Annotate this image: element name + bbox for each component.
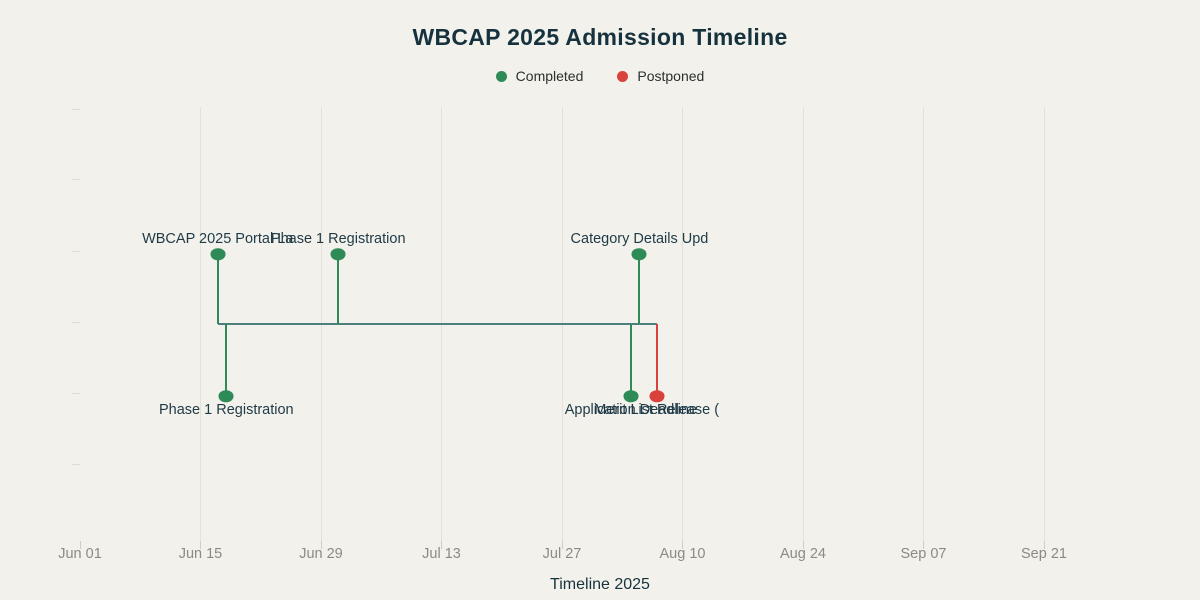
event-stem xyxy=(216,254,219,324)
event-stem xyxy=(638,254,641,324)
y-tick-mark xyxy=(72,251,80,252)
x-tick-label: Jun 01 xyxy=(58,546,102,562)
y-tick-mark xyxy=(72,393,80,394)
x-tick-mark xyxy=(320,541,322,549)
x-tick-label: Jun 15 xyxy=(178,546,223,562)
timeline-connector-line xyxy=(217,323,657,325)
event-marker-completed[interactable] xyxy=(623,390,639,402)
event-marker-postponed[interactable] xyxy=(649,390,665,402)
event-label: Merit List Release ( xyxy=(594,402,720,418)
event-label: Phase 1 Registration xyxy=(159,402,294,418)
x-gridline xyxy=(923,107,925,541)
y-tick-mark xyxy=(72,179,80,180)
event-label: WBCAP 2025 Portal La xyxy=(142,231,294,247)
postponed-marker-icon xyxy=(617,70,629,82)
x-tick-mark xyxy=(802,541,804,549)
event-stem xyxy=(655,324,658,396)
x-tick-mark xyxy=(1043,541,1045,549)
y-tick-mark xyxy=(72,322,80,323)
event-marker-completed[interactable] xyxy=(210,248,226,260)
x-tick-label: Jul 13 xyxy=(422,546,461,562)
event-stem xyxy=(225,324,228,396)
x-gridline xyxy=(682,107,684,541)
x-tick-mark xyxy=(200,541,202,549)
event-marker-completed[interactable] xyxy=(631,248,647,260)
event-stem xyxy=(337,254,340,324)
x-tick-mark xyxy=(682,541,684,549)
legend: Completed Postponed xyxy=(0,68,1200,84)
completed-marker-icon xyxy=(495,70,507,82)
x-axis-title: Timeline 2025 xyxy=(550,576,650,593)
y-tick-mark xyxy=(72,464,80,465)
event-stem xyxy=(629,324,632,396)
x-tick-label: Aug 10 xyxy=(659,546,706,562)
event-label: Phase 1 Registration xyxy=(270,231,406,247)
legend-label-postponed: Postponed xyxy=(637,68,705,84)
x-tick-label: Sep 07 xyxy=(900,546,947,562)
x-tick-label: Sep 21 xyxy=(1020,546,1067,562)
event-label: Application Deadline xyxy=(564,402,697,418)
x-tick-label: Jun 29 xyxy=(299,546,343,562)
legend-item-completed[interactable]: Completed xyxy=(495,68,584,84)
x-tick-mark xyxy=(441,541,443,549)
event-label: Category Details Upd xyxy=(570,231,709,247)
x-gridline xyxy=(200,107,202,541)
x-tick-label: Aug 24 xyxy=(780,546,826,562)
y-tick-mark xyxy=(72,109,80,110)
x-tick-label: Jul 27 xyxy=(542,546,582,562)
x-tick-mark xyxy=(561,541,563,549)
x-gridline xyxy=(802,107,804,541)
x-gridline xyxy=(1043,107,1045,541)
legend-label-completed: Completed xyxy=(515,68,584,84)
legend-item-postponed[interactable]: Postponed xyxy=(617,68,704,84)
x-tick-mark xyxy=(80,541,81,549)
event-marker-completed[interactable] xyxy=(218,390,234,402)
chart-title: WBCAP 2025 Admission Timeline xyxy=(412,24,788,50)
event-marker-completed[interactable] xyxy=(330,248,346,260)
x-tick-mark xyxy=(923,541,925,549)
